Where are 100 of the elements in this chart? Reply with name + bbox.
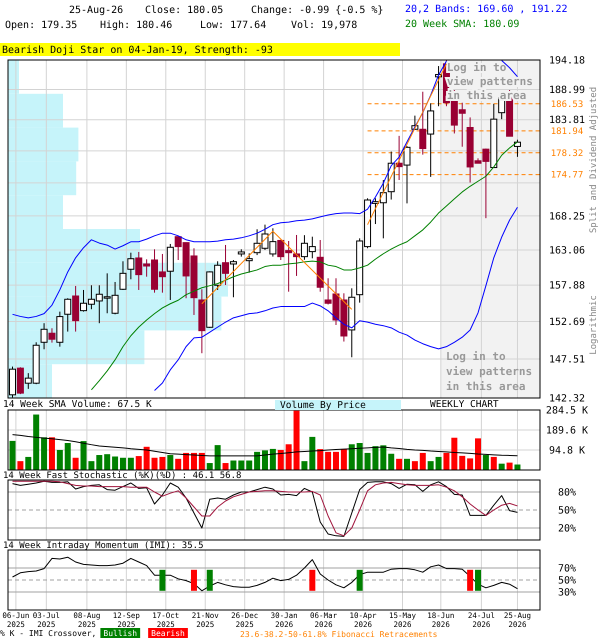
- bar: [190, 452, 197, 470]
- bar: [332, 452, 339, 470]
- bar: [270, 448, 276, 470]
- bar: [41, 437, 48, 470]
- bar: [475, 438, 482, 470]
- bar: [467, 458, 474, 470]
- y-tick-label: 189.6 K: [546, 426, 588, 437]
- chart-title: 14 Week Intraday Momentum (IMI): 35.5: [3, 541, 204, 551]
- bar: [136, 456, 142, 470]
- bar: [159, 456, 166, 470]
- annotation: Volume By Price: [280, 400, 366, 411]
- bar: [309, 436, 316, 470]
- candlestick: [404, 146, 410, 204]
- candlestick: [230, 259, 237, 298]
- bar: [144, 446, 150, 470]
- y-tick-label: 20%: [558, 524, 576, 534]
- bar: [364, 452, 371, 470]
- bar: [230, 460, 236, 470]
- ref-line-label: 186.53: [550, 100, 584, 110]
- bar: [325, 452, 332, 470]
- bar: [506, 462, 513, 470]
- bar: [167, 455, 174, 470]
- bar: [254, 452, 260, 470]
- bar: [222, 463, 229, 470]
- text: Vol: 19,978: [291, 20, 358, 31]
- y-tick-label: 168.25: [548, 211, 586, 222]
- y-tick-label: 50%: [558, 506, 576, 516]
- bar: [48, 437, 55, 470]
- bar: [428, 461, 434, 470]
- bar: [498, 464, 505, 470]
- bar: [80, 441, 87, 470]
- bar: [72, 458, 79, 470]
- y-tick-label: 284.5 K: [546, 406, 588, 416]
- bar: [152, 458, 158, 470]
- legend-title: % K - IMI Crossover,: [0, 629, 96, 638]
- bar: [482, 455, 489, 470]
- chart-title: 14 Week Fast Stochastic (%K)(%D) : 46.1 56.8: [3, 471, 242, 481]
- bar: [443, 452, 450, 470]
- bar: [317, 449, 324, 470]
- line-series: [12, 556, 518, 592]
- bar: [412, 461, 418, 470]
- y-tick-label: 163.06: [548, 246, 586, 257]
- bar: [340, 449, 347, 470]
- candlestick: [48, 328, 56, 344]
- text: 20 Week SMA: 180.09: [405, 19, 520, 30]
- y-tick-label: 142.32: [548, 394, 586, 404]
- bar: [262, 450, 268, 470]
- text: Change: -0.99 {-0.5 %}: [251, 5, 384, 16]
- text: Open: 179.35: [5, 20, 78, 31]
- y-tick-label: 94.8 K: [548, 446, 586, 457]
- text: Bearish Doji Star on 04-Jan-19, Strength: -93: [2, 45, 273, 56]
- annotation: Log in to view patterns in this area: [446, 350, 532, 393]
- y-tick-label: 188.99: [548, 84, 586, 96]
- y-tick-label: 50%: [558, 576, 576, 586]
- y-tick-label: 147.51: [548, 354, 586, 366]
- bar: [372, 446, 378, 470]
- bar: [175, 458, 182, 470]
- candlestick: [40, 322, 48, 350]
- text: 14 Week SMA Volume: 67.5 K: [3, 399, 152, 410]
- bar: [120, 458, 126, 470]
- text: WEEKLY CHART: [430, 399, 499, 410]
- text: Close: 180.05: [145, 5, 224, 16]
- y-tick-label: 30%: [558, 588, 576, 598]
- bar: [10, 440, 16, 470]
- bar: [128, 458, 134, 470]
- candlestick: [514, 139, 521, 158]
- bar: [420, 452, 426, 470]
- candlestick: [166, 243, 174, 300]
- bar: [183, 452, 190, 470]
- bar: [404, 458, 410, 470]
- line-series: [12, 60, 447, 318]
- ref-line-label: 178.32: [550, 148, 584, 159]
- bar: [396, 458, 402, 470]
- ref-line-label: 181.94: [550, 126, 584, 137]
- text: Bearish: [151, 629, 186, 638]
- text: 20,2 Bands: 169.60 , 191.22: [405, 4, 568, 15]
- y-axis-title: Split and Dividend Adjusted: [589, 86, 599, 234]
- y-tick-label: 152.69: [548, 316, 586, 328]
- bar: [17, 461, 24, 470]
- y-tick-label: 70%: [558, 564, 576, 574]
- text: Low: 177.64: [200, 20, 266, 31]
- candlestick: [427, 102, 434, 178]
- bar: [301, 461, 308, 470]
- text: 25-Aug-26: [69, 5, 124, 16]
- candlestick: [419, 91, 426, 156]
- bar: [294, 410, 300, 470]
- y-tick-label: 80%: [558, 488, 576, 498]
- candlestick: [119, 260, 126, 290]
- candlestick: [246, 252, 253, 274]
- text: Bullish: [103, 629, 138, 638]
- bar: [198, 452, 205, 470]
- y-tick-label: 183.81: [548, 115, 586, 126]
- text: High: 180.46: [100, 20, 172, 31]
- bar: [514, 464, 520, 470]
- bar: [88, 461, 94, 470]
- candlestick: [222, 244, 230, 286]
- candlestick: [127, 252, 134, 280]
- y-tick-label: 157.88: [548, 280, 586, 292]
- bar: [112, 456, 118, 470]
- line-series: [12, 434, 518, 456]
